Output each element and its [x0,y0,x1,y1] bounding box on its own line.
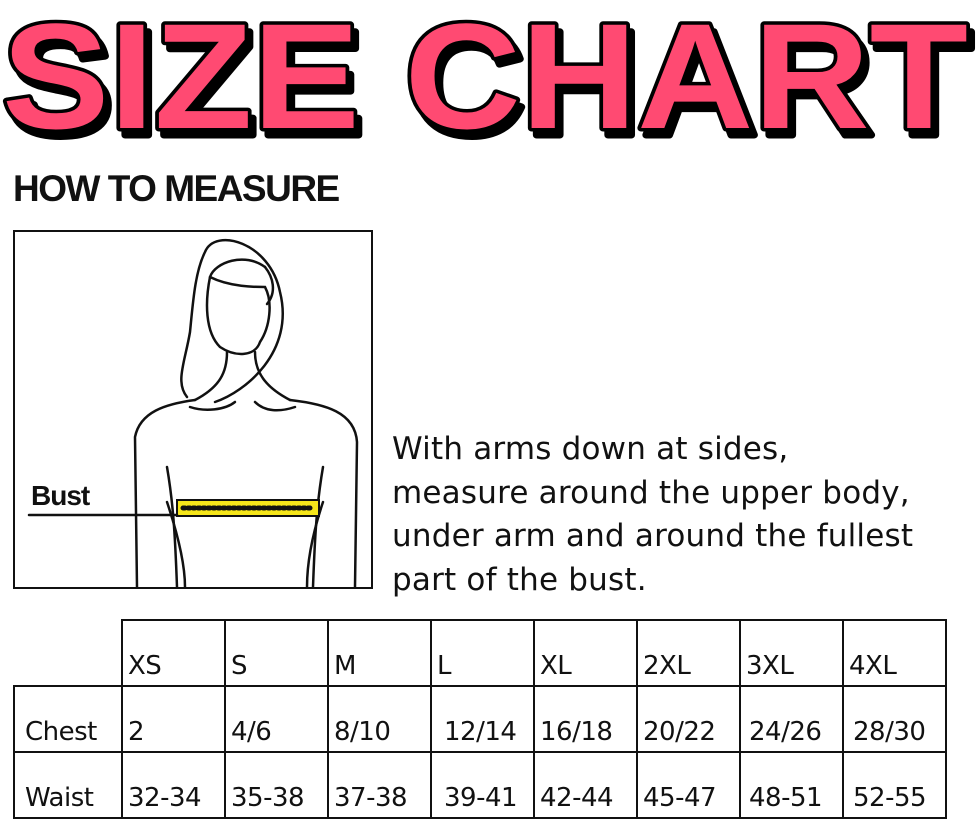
how-to-measure-heading: HOW TO MEASURE [13,168,340,209]
table-cell: 35-38 [224,751,329,819]
table-cell: 16/18 [533,685,638,753]
size-header: 4XL [842,619,947,687]
instruction-line: under arm and around the fullest [392,518,914,554]
row-label-chest: Chest [13,685,123,753]
size-chart-title: SIZE CHART [0,0,972,164]
table-cell: 37-38 [327,751,432,819]
size-header-row: XS S M L XL 2XL 3XL 4XL [14,619,947,687]
table-cell: 12/14 [430,685,535,753]
table-cell: 52-55 [842,751,947,819]
title-text: SIZE CHART [2,0,968,160]
instruction-line: part of the bust. [392,561,647,598]
table-cell: 42-44 [533,751,638,819]
size-header: M [327,619,432,687]
size-header: S [224,619,329,687]
measure-instructions: With arms down at sides, measure around … [392,428,913,602]
table-cell: 48-51 [739,751,844,819]
table-row: Chest 2 4/6 8/10 12/14 16/18 20/22 24/26… [13,685,947,753]
size-header: 2XL [636,619,741,687]
size-header: XS [121,619,226,687]
size-header: L [430,619,535,687]
table-cell: 24/26 [739,685,844,753]
size-header: 3XL [739,619,844,687]
row-label-waist: Waist [13,751,123,819]
woman-figure-icon [27,238,359,589]
corner-cell [14,620,123,687]
table-cell: 8/10 [327,685,432,753]
table-cell: 20/22 [636,685,741,753]
measure-illustration: Bust [13,230,373,589]
table-cell: 4/6 [224,685,329,753]
table-cell: 45-47 [636,751,741,819]
bust-label: Bust [31,480,90,511]
table-cell: 32-34 [121,751,226,819]
table-cell: 28/30 [842,685,947,753]
instruction-line: With arms down at sides, [392,431,789,467]
table-cell: 2 [121,685,226,753]
instruction-line: measure around the upper body, [392,474,910,511]
size-header: XL [533,619,638,687]
table-cell: 39-41 [430,751,535,819]
size-table: XS S M L XL 2XL 3XL 4XL Chest 2 4/6 8/10… [13,619,947,819]
table-row: Waist 32-34 35-38 37-38 39-41 42-44 45-4… [13,751,947,819]
